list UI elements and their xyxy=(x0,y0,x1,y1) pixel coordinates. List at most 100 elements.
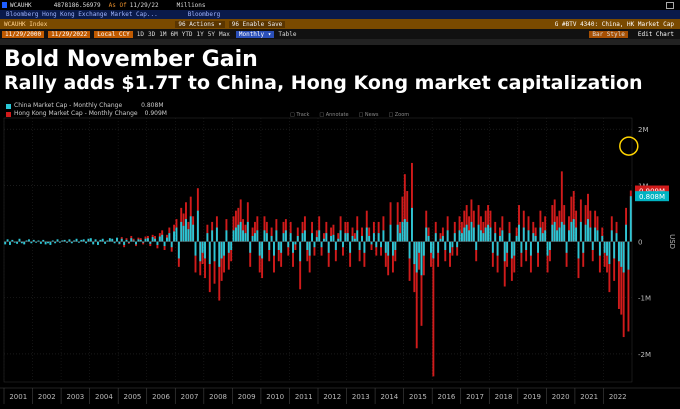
hk-bar xyxy=(206,224,209,242)
hk-bar xyxy=(439,233,442,242)
hk-bar xyxy=(468,216,471,242)
china-bar xyxy=(437,241,440,253)
expand-icon[interactable] xyxy=(666,1,674,9)
china-bar xyxy=(546,241,549,256)
period-button-1m[interactable]: 1M xyxy=(159,30,167,38)
legend-item-china[interactable]: China Market Cap - Monthly Change 0.808M xyxy=(6,102,167,110)
china-bar xyxy=(234,227,237,242)
x-tick-label: 2006 xyxy=(152,393,170,401)
x-tick-label: 2008 xyxy=(209,393,227,401)
china-bar xyxy=(513,241,516,256)
china-bar xyxy=(403,219,406,242)
china-last-value-label: 0.808M xyxy=(639,193,665,201)
period-button-1y[interactable]: 1Y xyxy=(196,30,204,38)
actions-menu[interactable]: 96 Actions ▾ xyxy=(175,20,225,28)
china-bar xyxy=(58,241,61,243)
y-tick-label: -1M xyxy=(638,295,651,303)
enable-save-button[interactable]: 96 Enable Save xyxy=(228,20,286,28)
hk-bar xyxy=(589,210,592,242)
hk-bar xyxy=(370,241,373,250)
hk-bar xyxy=(361,227,363,242)
china-bar xyxy=(356,230,359,242)
hk-bar xyxy=(518,205,520,242)
hk-bar xyxy=(294,241,297,250)
toolbar-track-button[interactable]: □ Track xyxy=(290,112,310,118)
china-bar xyxy=(13,241,16,243)
x-tick-label: 2003 xyxy=(66,393,84,401)
hk-bar xyxy=(365,210,368,242)
hk-bar xyxy=(622,241,625,338)
china-bar xyxy=(106,240,109,242)
legend-swatch-hk xyxy=(6,111,11,117)
header-row-description: Bloomberg Hong Kong Exchange Market Cap.… xyxy=(0,10,680,19)
china-bar xyxy=(213,241,216,262)
edit-chart-button[interactable]: Edit Chart xyxy=(637,30,674,38)
china-bar xyxy=(77,241,80,243)
legend-label-china: China Market Cap - Monthly Change xyxy=(14,102,123,109)
hk-bar xyxy=(322,233,325,242)
end-date-field[interactable]: 11/29/2022 xyxy=(48,30,91,38)
period-button-3d[interactable]: 3D xyxy=(148,30,156,38)
china-bar xyxy=(61,240,64,242)
china-bar xyxy=(477,224,480,242)
hk-bar xyxy=(560,171,563,242)
china-bar xyxy=(75,238,78,242)
china-bar xyxy=(453,233,456,242)
china-bar xyxy=(551,224,554,242)
hk-bar xyxy=(515,227,518,242)
hk-bar xyxy=(499,227,501,242)
hk-bar xyxy=(408,241,411,281)
hk-bar xyxy=(315,230,318,242)
china-bar xyxy=(232,230,235,242)
period-button-1d[interactable]: 1D xyxy=(136,30,144,38)
hk-bar xyxy=(230,241,233,262)
china-bar xyxy=(175,227,178,242)
china-bar xyxy=(601,235,604,242)
china-bar xyxy=(327,241,330,253)
hk-bar xyxy=(308,241,311,273)
hk-bar xyxy=(484,210,487,242)
china-bar xyxy=(170,241,173,248)
currency-select[interactable]: Local CCY xyxy=(94,30,133,38)
security-field[interactable]: WCAUHK Index xyxy=(4,20,48,28)
china-bar xyxy=(30,241,33,244)
hk-bar xyxy=(579,199,582,242)
toolbar-news-button[interactable]: □ News xyxy=(358,112,379,118)
china-bar xyxy=(215,227,218,242)
period-button-max[interactable]: Max xyxy=(219,30,230,38)
china-bar xyxy=(242,230,245,242)
toolbar-annotate-button[interactable]: □ Annotate xyxy=(319,112,349,118)
hk-bar xyxy=(437,241,440,267)
frequency-select[interactable]: Monthly ▾ xyxy=(235,30,275,38)
x-tick-label: 2007 xyxy=(181,393,199,401)
china-bar xyxy=(420,241,423,276)
china-bar xyxy=(518,224,520,242)
hk-bar xyxy=(453,221,456,242)
hk-bar xyxy=(411,162,413,242)
china-bar xyxy=(301,233,304,242)
ticker-label[interactable]: WCAUHK xyxy=(10,1,32,9)
line-type-select[interactable]: Bar Style xyxy=(589,30,628,38)
hk-bar xyxy=(449,241,451,267)
toolbar-zoom-button[interactable]: □ Zoom xyxy=(388,112,410,118)
legend-item-hk[interactable]: Hong Kong Market Cap - Monthly Change 0.… xyxy=(6,110,167,118)
china-bar xyxy=(430,241,432,253)
hk-bar xyxy=(575,210,578,242)
hk-bar xyxy=(527,216,530,242)
china-bar xyxy=(342,241,344,248)
china-bar xyxy=(270,235,273,242)
period-button-ytd[interactable]: YTD xyxy=(181,30,193,38)
hk-bar xyxy=(601,227,604,242)
period-button-6m[interactable]: 6M xyxy=(170,30,178,38)
period-button-5y[interactable]: 5Y xyxy=(207,30,216,38)
china-bar xyxy=(287,241,290,248)
header-row-spacer xyxy=(0,39,680,45)
hk-bar xyxy=(261,241,264,279)
hk-bar xyxy=(596,216,599,242)
table-button[interactable]: Table xyxy=(278,30,297,38)
hk-bar xyxy=(273,241,275,273)
hk-bar xyxy=(318,216,321,242)
china-bar xyxy=(68,239,71,242)
china-bar xyxy=(94,239,97,242)
start-date-field[interactable]: 11/29/2000 xyxy=(2,30,45,38)
